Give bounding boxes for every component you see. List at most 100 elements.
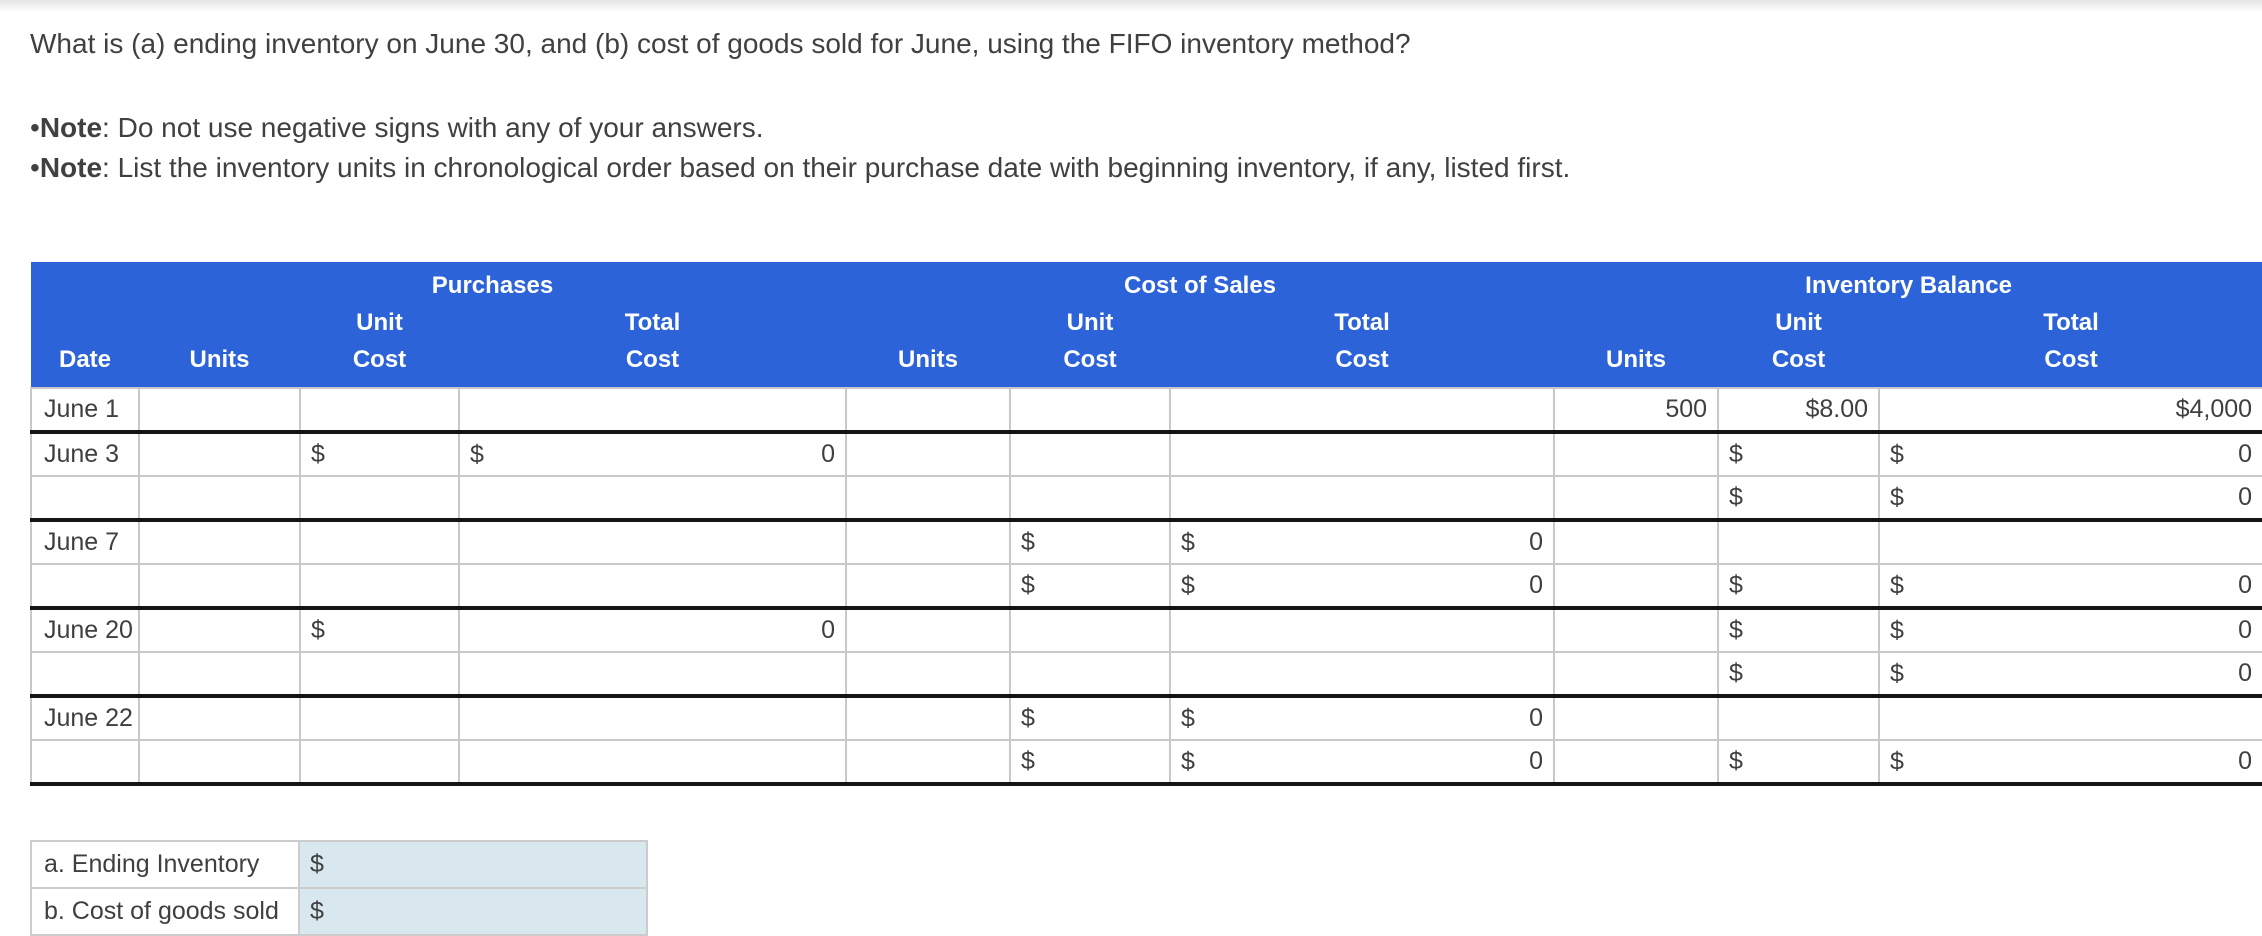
- ib-total-cost-value: $4,000: [1878, 387, 2262, 434]
- ib-unit-cost-input-cell: $: [1717, 563, 1881, 610]
- row-june-20b: $ $0: [30, 651, 2262, 698]
- ib-units-input[interactable]: [1565, 741, 1718, 782]
- cos-unit-cost-input[interactable]: [1034, 698, 1169, 739]
- cos-unit-cost-cell: [1009, 387, 1171, 434]
- computed-value: 0: [2238, 571, 2253, 599]
- ib-units-input-cell: [1553, 431, 1720, 477]
- purchases-unit-cost-input[interactable]: [324, 610, 458, 651]
- ib-units-input-cell: [1553, 607, 1720, 653]
- dollar-sign: $: [311, 616, 325, 644]
- ib-units-input[interactable]: [1565, 610, 1718, 651]
- col-header-cos-units: Units: [846, 304, 1010, 388]
- purchases-unit-cost-cell: [299, 739, 460, 786]
- note-text: : List the inventory units in chronologi…: [102, 152, 1571, 183]
- ib-units-input[interactable]: [1565, 434, 1718, 475]
- date-cell: June 3: [30, 431, 140, 477]
- ib-units-input[interactable]: [1565, 653, 1718, 694]
- cos-units-input[interactable]: [857, 565, 1009, 606]
- row-june-22b: $ $0 $ $0: [30, 739, 2262, 786]
- ib-units-input-cell: [1553, 739, 1720, 786]
- col-header-ib-unit-cost: Unit Cost: [1718, 304, 1880, 388]
- cos-unit-cost-input[interactable]: [1034, 741, 1169, 782]
- date-cell: June 1: [30, 387, 140, 434]
- ib-total-cost-cell: [1878, 695, 2262, 741]
- dollar-sign: $: [1890, 440, 1904, 468]
- dollar-sign: $: [1729, 747, 1743, 775]
- purchases-unit-cost-input[interactable]: [324, 434, 458, 475]
- cos-units-input[interactable]: [857, 741, 1009, 782]
- dollar-sign: $: [1729, 659, 1743, 687]
- cos-total-cost-cell: [1168, 431, 1556, 477]
- cos-unit-cost-input-cell: $: [1009, 695, 1171, 741]
- ib-unit-cost-input-cell: $: [1717, 475, 1881, 522]
- ib-total-cost-computed: $0: [1878, 651, 2262, 698]
- cos-units-cell: [845, 607, 1011, 653]
- computed-value: 0: [1529, 528, 1544, 556]
- purchases-units-input-cell: [138, 607, 301, 653]
- note-1: •Note: Do not use negative signs with an…: [30, 108, 2262, 148]
- ib-total-cost-computed: $0: [1878, 563, 2262, 610]
- cogs-label: b. Cost of goods sold: [30, 887, 300, 936]
- dollar-sign: $: [310, 850, 324, 878]
- dollar-sign: $: [1729, 483, 1743, 511]
- ib-unit-cost-cell: [1717, 695, 1881, 741]
- computed-value: 0: [821, 616, 835, 644]
- ib-units-input[interactable]: [1565, 565, 1718, 606]
- cos-unit-cost-input-cell: $: [1009, 739, 1171, 786]
- bullet: •: [30, 152, 40, 183]
- purchases-unit-cost-cell: [299, 475, 460, 522]
- ending-inventory-input[interactable]: [323, 842, 646, 887]
- ib-units-input-cell: [1553, 563, 1720, 610]
- ib-unit-cost-input[interactable]: [1742, 653, 1879, 694]
- cos-unit-cost-input[interactable]: [1034, 522, 1169, 563]
- purchases-unit-cost-cell: [299, 519, 460, 565]
- ib-units-input[interactable]: [1565, 477, 1718, 518]
- cos-units-input[interactable]: [857, 522, 1009, 563]
- dollar-sign: $: [1890, 483, 1904, 511]
- cos-total-cost-computed: $0: [1168, 695, 1556, 741]
- purchases-units-cell: [138, 695, 301, 741]
- cos-unit-cost-cell: [1009, 431, 1171, 477]
- cos-total-cost-cell: [1168, 387, 1556, 434]
- column-header-row: Date Units Unit Cost Total Cost Units Unit…: [31, 304, 2262, 388]
- cos-total-cost-computed: $0: [1168, 519, 1556, 565]
- row-june-7: June 7 $ $0: [30, 519, 2262, 565]
- col-header-purchases-unit-cost: Unit Cost: [300, 304, 459, 388]
- row-june-1: June 1 500 $8.00 $4,000: [30, 387, 2262, 434]
- cogs-input[interactable]: [323, 889, 646, 934]
- cos-units-cell: [845, 431, 1011, 477]
- ib-unit-cost-cell: [1717, 519, 1881, 565]
- purchases-total-cost-computed: $0: [458, 431, 847, 477]
- top-shadow: [0, 0, 2262, 12]
- purchases-units-input[interactable]: [150, 434, 299, 475]
- ib-units-value: 500: [1553, 387, 1720, 434]
- ib-unit-cost-input[interactable]: [1742, 741, 1879, 782]
- cos-unit-cost-input[interactable]: [1034, 565, 1169, 606]
- cos-units-cell: [845, 651, 1011, 698]
- ib-unit-cost-input-cell: $: [1717, 607, 1881, 653]
- cos-units-input[interactable]: [857, 698, 1009, 739]
- bullet: •: [30, 112, 40, 143]
- row-june-3: June 3 $ $0 $ $0: [30, 431, 2262, 477]
- purchases-unit-cost-cell: [299, 563, 460, 610]
- purchases-total-cost-cell: [458, 695, 847, 741]
- date-cell: June 7: [30, 519, 140, 565]
- ib-unit-cost-input[interactable]: [1742, 434, 1879, 475]
- dollar-sign: $: [470, 440, 484, 468]
- cos-total-cost-cell: [1168, 651, 1556, 698]
- ib-total-cost-computed: $0: [1878, 431, 2262, 477]
- col-header-cos-total-cost: Total Cost: [1170, 304, 1555, 388]
- ib-unit-cost-input[interactable]: [1742, 565, 1879, 606]
- dollar-sign: $: [1890, 747, 1904, 775]
- purchases-unit-cost-cell: [299, 387, 460, 434]
- ib-unit-cost-input[interactable]: [1742, 610, 1879, 651]
- col-header-purchases-total-cost: Total Cost: [459, 304, 846, 388]
- purchases-total-cost-cell: [458, 519, 847, 565]
- answers-table: a. Ending Inventory $ b. Cost of goods s…: [30, 840, 648, 936]
- question-text: What is (a) ending inventory on June 30,…: [30, 28, 1411, 59]
- purchases-total-cost-computed: 0: [458, 607, 847, 653]
- purchases-units-input[interactable]: [150, 610, 299, 651]
- purchases-total-cost-cell: [458, 739, 847, 786]
- cogs-row: b. Cost of goods sold $: [30, 887, 648, 936]
- ib-unit-cost-input[interactable]: [1742, 477, 1879, 518]
